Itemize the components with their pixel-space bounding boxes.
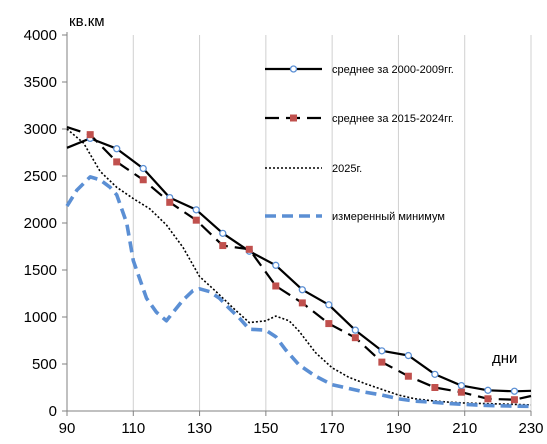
series-0-point-12 — [378, 347, 386, 355]
x-tick-label-4: 170 — [320, 420, 345, 437]
x-tick-label-0: 90 — [59, 420, 76, 437]
y-tick-label-6: 3000 — [24, 121, 57, 138]
grid-lines — [132, 35, 532, 411]
legend-marker-1 — [290, 114, 297, 122]
series-1-point-4 — [166, 198, 174, 206]
series-0-point-6 — [219, 229, 227, 237]
series-1-point-17 — [510, 396, 518, 404]
series-1-point-15 — [457, 388, 465, 396]
y-tick-label-2: 1000 — [24, 309, 57, 326]
series-0-point-13 — [404, 351, 413, 360]
series-0-point-5 — [192, 206, 200, 214]
series-0-point-9 — [298, 286, 306, 294]
x-tick-label-2: 130 — [187, 420, 212, 437]
legend-marker-0 — [289, 65, 298, 73]
series-1-point-10 — [325, 320, 333, 328]
series-1-point-16 — [484, 395, 492, 403]
x-tick-label-1: 110 — [121, 420, 145, 437]
series-1-point-1 — [86, 131, 94, 139]
x-axis-label: дни — [492, 350, 517, 367]
y-axis-label: кв.км — [69, 13, 105, 30]
y-tick-label-4: 2000 — [24, 215, 57, 232]
series-1-point-9 — [298, 299, 306, 307]
series-0-point-2 — [113, 145, 121, 153]
series-line-3 — [65, 175, 532, 409]
y-tick-label-3: 1500 — [24, 262, 57, 279]
legend-label-3: измеренный минимум — [332, 211, 445, 223]
x-tick-label-7: 230 — [518, 420, 543, 437]
legend-label-2: 2025г. — [332, 163, 362, 175]
series-1-point-8 — [272, 282, 280, 290]
series-1-point-7 — [245, 245, 253, 253]
y-tick-label-1: 500 — [32, 356, 57, 373]
series-1-point-6 — [219, 242, 227, 250]
series-0-point-10 — [325, 301, 333, 309]
series-0-point-14 — [431, 370, 439, 378]
series-1-point-2 — [113, 158, 121, 166]
x-tick-label-3: 150 — [253, 420, 278, 437]
legend-label-0: среднее за 2000-2009гг. — [332, 64, 454, 76]
series-0-point-3 — [139, 164, 147, 173]
series-1-point-3 — [139, 176, 147, 184]
y-tick-label-8: 4000 — [24, 27, 57, 44]
series-0-point-8 — [272, 261, 280, 269]
series-lines — [65, 126, 532, 409]
series-0-point-16 — [484, 386, 492, 394]
series-1-point-13 — [404, 372, 412, 380]
y-tick-label-0: 0 — [49, 403, 57, 420]
series-1-point-12 — [378, 358, 386, 366]
x-tick-label-5: 190 — [386, 420, 411, 437]
axes — [62, 32, 532, 416]
y-tick-label-5: 2500 — [24, 168, 57, 185]
series-1-point-11 — [351, 334, 359, 342]
legend: среднее за 2000-2009гг. среднее за 2015-2… — [265, 64, 454, 223]
y-tick-label-7: 3500 — [24, 74, 57, 91]
series-line-2 — [66, 128, 532, 406]
y-tick-labels: 0 500 1000 1500 2000 2500 3000 3500 4000 — [24, 27, 57, 420]
series-1-point-14 — [431, 384, 439, 391]
series-0-point-11 — [351, 326, 359, 334]
series-1-point-5 — [192, 216, 200, 224]
x-tick-label-6: 210 — [452, 420, 477, 437]
x-tick-labels: 90 110 130 150 170 190 210 230 — [59, 420, 544, 437]
series-0-point-15 — [457, 381, 466, 390]
series-0-point-17 — [510, 387, 519, 395]
legend-label-1: среднее за 2015-2024гг. — [332, 113, 454, 125]
